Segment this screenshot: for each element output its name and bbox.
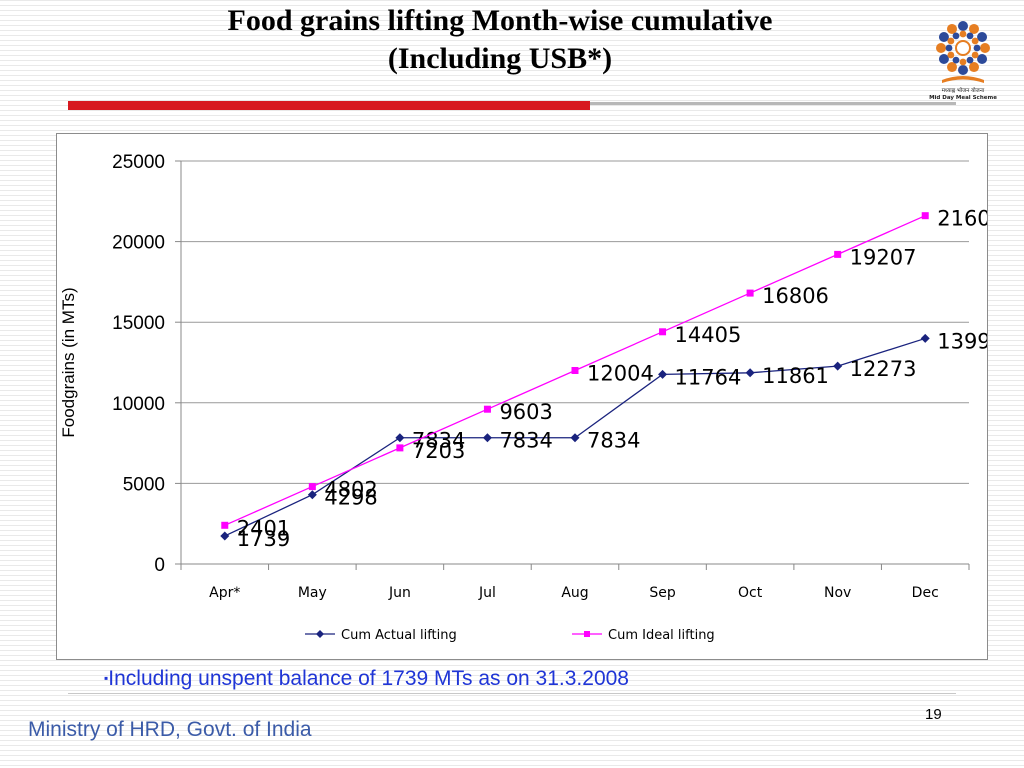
data-label-ideal-may: 4802 bbox=[324, 478, 377, 502]
x-tick-label-apr: Apr* bbox=[209, 585, 240, 601]
y-tick-label-25000: 25000 bbox=[112, 152, 165, 173]
logo-caption-hindi: मध्याह्न भोजन योजना bbox=[942, 87, 985, 94]
chart-frame: 0 5000 10000 15000 20000 25000 Apr* May Jun Jul Au… bbox=[56, 133, 988, 660]
marker-actual-dec bbox=[920, 333, 930, 343]
slide-title: Food grains lifting Month-wise cumulativ… bbox=[100, 2, 900, 78]
footnote-text: Including unspent balance of 1739 MTs as… bbox=[108, 667, 629, 690]
data-label-actual-sep: 11764 bbox=[675, 365, 742, 389]
legend-marker-ideal bbox=[584, 631, 590, 637]
marker-ideal-may bbox=[308, 483, 316, 491]
data-label-actual-dec: 13993 bbox=[937, 329, 987, 353]
x-tick-label-jun: Jun bbox=[388, 585, 411, 601]
marker-actual-jul bbox=[482, 433, 492, 443]
title-line-1: Food grains lifting Month-wise cumulativ… bbox=[227, 4, 773, 37]
y-tick-label-20000: 20000 bbox=[112, 233, 165, 254]
title-underline-red bbox=[68, 101, 590, 110]
logo-caption-english: Mid Day Meal Scheme bbox=[929, 95, 997, 101]
x-tick-label-may: May bbox=[298, 585, 327, 601]
marker-actual-oct bbox=[745, 368, 755, 378]
x-tick-label-oct: Oct bbox=[738, 585, 763, 601]
y-tick-label-0: 0 bbox=[154, 555, 165, 576]
mid-day-meal-scheme-logo-icon: मध्याह्न भोजन योजना Mid Day Meal Scheme bbox=[929, 21, 997, 101]
data-label-actual-jul: 7834 bbox=[499, 429, 552, 453]
data-label-actual-oct: 11861 bbox=[762, 364, 829, 388]
cumulative-lifting-line-chart: 0 5000 10000 15000 20000 25000 Apr* May Jun Jul Au… bbox=[59, 152, 987, 643]
data-label-actual-apr: 1739 bbox=[237, 527, 290, 551]
marker-actual-apr bbox=[220, 531, 230, 541]
x-tick-label-dec: Dec bbox=[912, 585, 939, 601]
y-axis-title: Foodgrains (in MTs) bbox=[59, 287, 78, 437]
data-label-ideal-oct: 16806 bbox=[762, 284, 829, 308]
legend-label-ideal: Cum Ideal lifting bbox=[608, 628, 715, 643]
footnote: ▪Including unspent balance of 1739 MTs a… bbox=[104, 667, 629, 691]
marker-actual-nov bbox=[833, 361, 843, 371]
marker-actual-aug bbox=[570, 433, 580, 443]
marker-actual-sep bbox=[658, 369, 668, 379]
y-tick-label-10000: 10000 bbox=[112, 394, 165, 415]
legend-label-actual: Cum Actual lifting bbox=[341, 628, 457, 643]
y-tick-label-15000: 15000 bbox=[112, 313, 165, 334]
data-label-ideal-nov: 19207 bbox=[850, 245, 917, 269]
title-underline-grey bbox=[590, 102, 956, 105]
data-label-ideal-apr: 2401 bbox=[237, 516, 290, 540]
marker-ideal-aug bbox=[571, 366, 579, 374]
data-label-actual-jun: 7834 bbox=[412, 429, 465, 453]
footer-divider bbox=[68, 693, 956, 694]
x-tick-label-jul: Jul bbox=[478, 585, 496, 601]
marker-actual-may bbox=[307, 490, 317, 500]
page-number: 19 bbox=[925, 706, 942, 723]
data-label-ideal-dec: 21608 bbox=[937, 207, 987, 231]
data-label-actual-nov: 12273 bbox=[850, 357, 917, 381]
data-label-ideal-aug: 12004 bbox=[587, 361, 654, 385]
marker-actual-jun bbox=[395, 433, 405, 443]
footnote-bullet: ▪ bbox=[104, 671, 109, 685]
marker-ideal-oct bbox=[746, 289, 754, 297]
data-label-actual-aug: 7834 bbox=[587, 429, 640, 453]
marker-ideal-sep bbox=[659, 328, 667, 336]
data-label-ideal-jul: 9603 bbox=[499, 400, 552, 424]
data-label-ideal-sep: 14405 bbox=[675, 323, 742, 347]
marker-ideal-nov bbox=[834, 250, 842, 258]
x-tick-label-nov: Nov bbox=[824, 585, 851, 601]
legend-marker-actual bbox=[316, 630, 324, 638]
data-label-ideal-jun: 7203 bbox=[412, 439, 465, 463]
marker-ideal-dec bbox=[921, 212, 929, 220]
y-tick-label-5000: 5000 bbox=[123, 474, 165, 495]
marker-ideal-jul bbox=[483, 405, 491, 413]
marker-ideal-apr bbox=[221, 521, 229, 529]
marker-ideal-jun bbox=[396, 444, 404, 452]
x-tick-label-sep: Sep bbox=[649, 585, 676, 601]
x-tick-label-aug: Aug bbox=[561, 585, 588, 601]
title-line-2: (Including USB*) bbox=[387, 42, 613, 75]
data-label-actual-may: 4298 bbox=[324, 486, 377, 510]
ministry-footer: Ministry of HRD, Govt. of India bbox=[28, 718, 312, 741]
